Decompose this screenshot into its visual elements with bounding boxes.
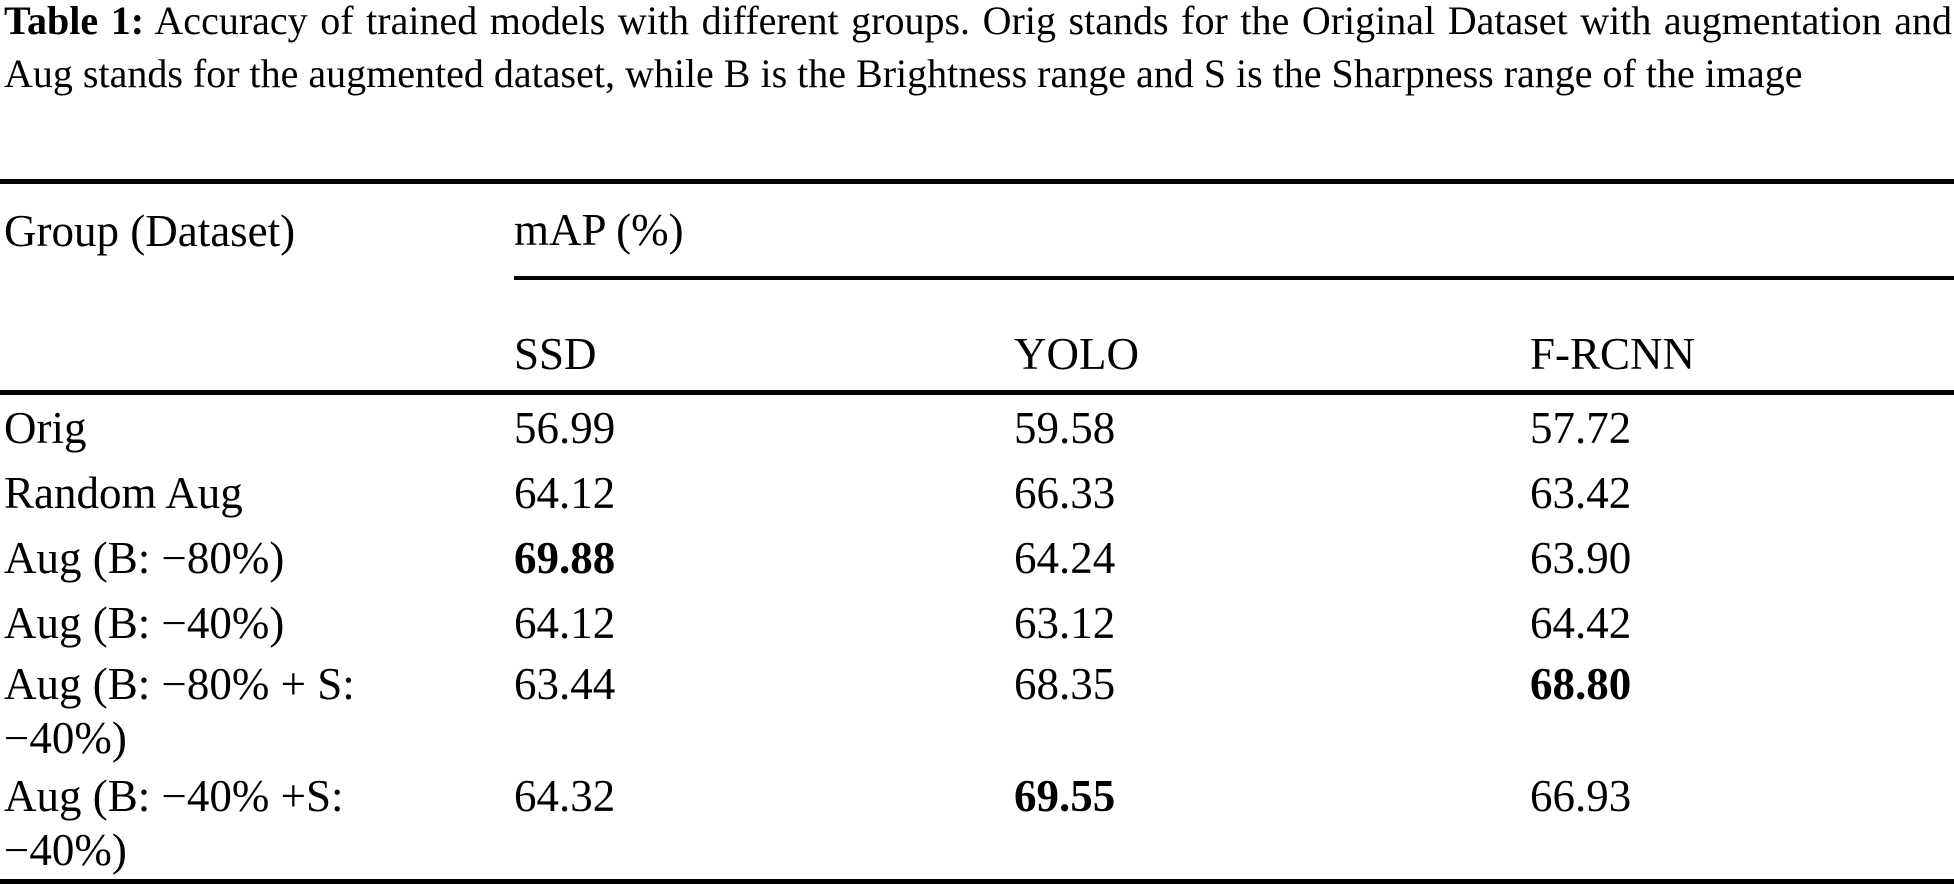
value-cell: 66.93 bbox=[1530, 771, 1632, 821]
header-row-models: SSD YOLO F-RCNN bbox=[0, 278, 1954, 393]
group-header-label: mAP (%) bbox=[514, 181, 1954, 280]
value-cell: 64.12 bbox=[514, 467, 616, 518]
value-cell: 64.24 bbox=[1014, 532, 1116, 583]
value-cell: 64.42 bbox=[1530, 597, 1632, 648]
table-row: Random Aug 64.12 66.33 63.42 bbox=[0, 460, 1954, 525]
table-row: Aug (B: −40%) 64.12 63.12 64.42 bbox=[0, 590, 1954, 655]
value-cell: 64.32 bbox=[514, 771, 616, 821]
row-label: Random Aug bbox=[4, 467, 243, 518]
row-label: Aug (B: −40% +S: −40%) bbox=[4, 771, 344, 875]
table-caption: Table 1: Accuracy of trained models with… bbox=[4, 0, 1952, 100]
value-cell: 63.90 bbox=[1530, 532, 1632, 583]
table-row: Aug (B: −80%) 69.88 64.24 63.90 bbox=[0, 525, 1954, 590]
caption-label: Table 1: bbox=[4, 0, 145, 43]
col-header-frcnn: F-RCNN bbox=[1530, 329, 1696, 379]
col-header-ssd: SSD bbox=[514, 329, 597, 379]
value-cell: 66.33 bbox=[1014, 467, 1116, 518]
empty-header-cell bbox=[0, 278, 514, 393]
row-label: Aug (B: −80%) bbox=[4, 532, 285, 583]
value-cell: 59.58 bbox=[1014, 402, 1116, 453]
row-label: Aug (B: −80% + S: −40%) bbox=[4, 659, 355, 763]
value-cell: 68.35 bbox=[1014, 659, 1116, 709]
caption-text: Accuracy of trained models with differen… bbox=[4, 0, 1952, 96]
value-cell: 63.42 bbox=[1530, 467, 1632, 518]
value-cell: 69.88 bbox=[514, 532, 616, 583]
value-cell: 68.80 bbox=[1530, 659, 1632, 709]
value-cell: 63.12 bbox=[1014, 597, 1116, 648]
value-cell: 56.99 bbox=[514, 402, 616, 453]
value-cell: 64.12 bbox=[514, 597, 616, 648]
row-label: Orig bbox=[4, 402, 87, 453]
table-row: Aug (B: −40% +S: −40%) 64.32 69.55 66.93 bbox=[0, 767, 1954, 882]
value-cell: 63.44 bbox=[514, 659, 616, 709]
results-table: Group (Dataset) mAP (%) SSD YOLO F-RCNN … bbox=[0, 179, 1954, 884]
col-header-yolo: YOLO bbox=[1014, 329, 1139, 379]
table-header: Group (Dataset) mAP (%) SSD YOLO F-RCNN bbox=[0, 181, 1954, 393]
header-row-group: Group (Dataset) mAP (%) bbox=[0, 181, 1954, 280]
table-row: Orig 56.99 59.58 57.72 bbox=[0, 393, 1954, 461]
value-cell: 69.55 bbox=[1014, 771, 1116, 821]
row-header-label: Group (Dataset) bbox=[4, 206, 296, 256]
table-row: Aug (B: −80% + S: −40%) 63.44 68.35 68.80 bbox=[0, 655, 1954, 767]
value-cell: 57.72 bbox=[1530, 402, 1632, 453]
row-label: Aug (B: −40%) bbox=[4, 597, 285, 648]
table-body: Orig 56.99 59.58 57.72 Random Aug 64.12 66.33 6… bbox=[0, 393, 1954, 882]
